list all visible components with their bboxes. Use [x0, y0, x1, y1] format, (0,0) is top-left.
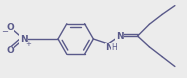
- Text: O: O: [6, 46, 14, 55]
- Text: H: H: [111, 43, 117, 52]
- Text: O: O: [6, 23, 14, 32]
- Text: −: −: [1, 27, 8, 36]
- Text: +: +: [26, 41, 31, 47]
- Text: N: N: [116, 32, 124, 41]
- Text: N: N: [105, 43, 113, 52]
- Text: N: N: [20, 34, 27, 44]
